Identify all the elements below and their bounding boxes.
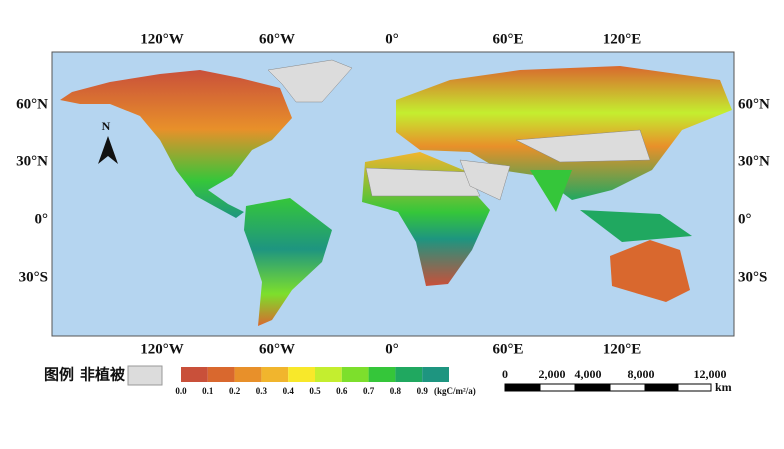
scale-label: 8,000: [628, 367, 655, 381]
india: [530, 170, 572, 212]
lat-label: 60°N: [16, 96, 48, 112]
color-box: [422, 367, 449, 382]
scale-segment: [677, 383, 712, 392]
australia: [610, 240, 690, 302]
color-label: 0.7: [363, 386, 375, 396]
legend: 图例 非植被 0.0 0.1 0.2 0.3 0.4 0.5 0.6 0.7 0.8 0.9 (kg…: [44, 365, 476, 396]
lon-label: 60°E: [492, 341, 523, 357]
lon-label: 60°W: [259, 31, 295, 47]
lat-label: 60°N: [738, 96, 770, 112]
color-box: [261, 367, 289, 382]
lon-label: 120°W: [140, 341, 184, 357]
scale-label: 12,000: [694, 367, 727, 381]
unit-label: (kgC/m²/a): [434, 386, 476, 396]
scale-label: 4,000: [575, 367, 602, 381]
asia-desert: [515, 129, 651, 163]
color-box: [207, 367, 235, 382]
north-america: [60, 70, 292, 218]
nonveg-swatch: [127, 365, 163, 386]
north-label: N: [102, 119, 111, 133]
graticule-labels: 120°W 120°W 60°W 60°W 0° 0° 60°E 60°E 120°E 120°E…: [16, 31, 770, 357]
lon-label: 0°: [385, 341, 399, 357]
color-label: 0.8: [390, 386, 402, 396]
lat-label: 30°S: [738, 269, 767, 285]
eurasia: [396, 66, 732, 200]
scale-label: 2,000: [539, 367, 566, 381]
nonveg-label: 非植被: [80, 365, 126, 383]
lat-label: 30°N: [738, 153, 770, 169]
color-box: [341, 367, 369, 382]
lon-label: 60°W: [259, 341, 295, 357]
legend-title: 图例: [44, 365, 74, 383]
color-label: 0.0: [175, 386, 187, 396]
color-box: [395, 367, 423, 382]
color-label: 0.9: [417, 386, 429, 396]
north-arrow: [98, 136, 118, 164]
map: N: [51, 51, 735, 337]
lon-label: 120°E: [603, 341, 642, 357]
lon-label: 120°W: [140, 31, 184, 47]
scale-segment: [644, 383, 679, 392]
sahara: [365, 167, 481, 197]
scale-segment: [574, 383, 611, 392]
lon-label: 120°E: [603, 31, 642, 47]
greenland: [267, 59, 353, 103]
color-box: [315, 367, 342, 382]
lon-label: 60°E: [492, 31, 523, 47]
color-label: 0.4: [283, 386, 295, 396]
lat-label: 0°: [35, 211, 49, 227]
color-box: [234, 367, 262, 382]
lat-label: 30°N: [16, 153, 48, 169]
color-label: 0.3: [256, 386, 268, 396]
color-label: 0.1: [202, 386, 214, 396]
scale-unit: km: [715, 380, 732, 394]
color-box: [288, 367, 315, 382]
scale-segment: [609, 383, 646, 392]
color-label: 0.5: [309, 386, 321, 396]
arabia: [459, 159, 511, 201]
scale-label: 0: [502, 367, 508, 381]
scale-segment: [504, 383, 541, 392]
color-box: [368, 367, 396, 382]
color-box: [181, 367, 208, 382]
lat-label: 30°S: [19, 269, 48, 285]
lon-label: 0°: [385, 31, 399, 47]
lat-label: 0°: [738, 211, 752, 227]
color-label: 0.2: [229, 386, 241, 396]
south-america: [244, 198, 332, 326]
color-label: 0.6: [336, 386, 348, 396]
scale-segment: [539, 383, 576, 392]
se-asia: [580, 210, 692, 242]
